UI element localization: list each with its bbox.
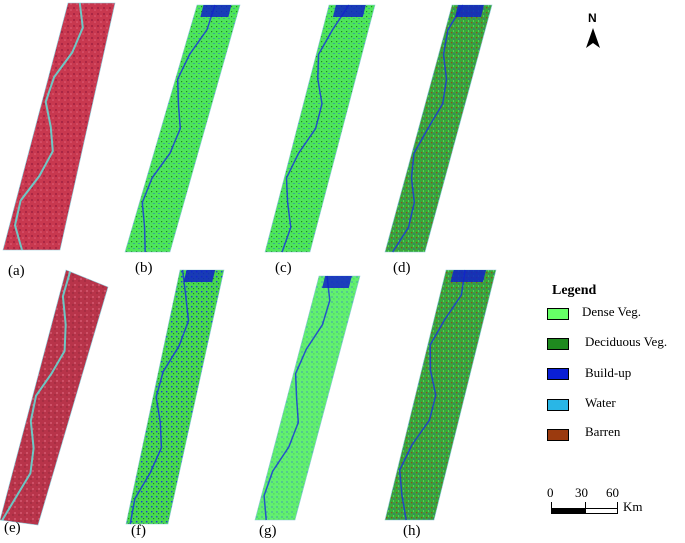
river-line-f bbox=[129, 269, 190, 525]
legend-label-deciduous-veg: Deciduous Veg. bbox=[585, 334, 668, 349]
panel-label-g: (g) bbox=[259, 523, 277, 539]
river-line-c bbox=[281, 4, 350, 253]
scale-bar-end-tick-right bbox=[617, 502, 618, 508]
legend-item-deciduous-veg bbox=[547, 336, 569, 352]
urban-area-d bbox=[455, 5, 484, 17]
panel-label-c: (c) bbox=[275, 260, 292, 276]
river-line-d bbox=[392, 4, 464, 253]
urban-area-g bbox=[322, 276, 352, 288]
scale-unit: Km bbox=[623, 499, 643, 514]
river-line-h bbox=[398, 269, 466, 521]
legend-label-build-up: Build-up bbox=[585, 365, 632, 380]
legend-label-dense-veg: Dense Veg. bbox=[582, 304, 641, 319]
scale-tick-0: 0 bbox=[547, 485, 554, 500]
urban-area-h bbox=[450, 270, 486, 282]
legend-label-barren: Barren bbox=[585, 424, 621, 439]
river-line-a bbox=[13, 2, 84, 251]
urban-area-f bbox=[183, 270, 216, 282]
river-line-g bbox=[263, 275, 331, 521]
scale-bar-white-segment bbox=[585, 508, 618, 514]
legend-label-water: Water bbox=[585, 395, 616, 410]
scale-tick-60: 60 bbox=[606, 485, 619, 500]
map-strip-g bbox=[254, 275, 361, 521]
urban-area-b bbox=[200, 5, 232, 17]
scale-bar-black-segment bbox=[551, 508, 585, 514]
map-strip-b bbox=[124, 4, 241, 253]
river-line-b bbox=[141, 4, 216, 253]
scale-bar: 0 30 60 Km bbox=[547, 485, 685, 525]
map-strip-e bbox=[0, 269, 109, 526]
legend-swatch-barren bbox=[547, 429, 569, 441]
scale-bar-end-tick-mid bbox=[585, 502, 586, 508]
panel-label-d: (d) bbox=[393, 260, 411, 276]
scale-bar-end-tick-left bbox=[551, 502, 552, 508]
panel-label-a: (a) bbox=[8, 263, 25, 279]
panel-label-f: (f) bbox=[131, 523, 146, 539]
legend-title: Legend bbox=[552, 283, 597, 298]
urban-area-c bbox=[332, 5, 366, 17]
legend-item-barren bbox=[547, 427, 569, 443]
north-arrow-icon bbox=[586, 28, 600, 48]
legend-swatch-build-up bbox=[547, 368, 569, 380]
map-strip-d bbox=[384, 4, 493, 253]
map-strip-c bbox=[264, 4, 376, 253]
scale-tick-30: 30 bbox=[575, 485, 588, 500]
panel-label-b: (b) bbox=[135, 260, 153, 276]
panel-label-h: (h) bbox=[403, 523, 421, 539]
map-strip-f bbox=[125, 269, 225, 525]
north-label: N bbox=[588, 11, 597, 25]
map-strip-h bbox=[384, 269, 497, 521]
legend-swatch-dense-veg bbox=[547, 308, 569, 320]
map-strip-a bbox=[2, 2, 116, 251]
legend-swatch-water bbox=[547, 399, 569, 411]
legend-item-build-up bbox=[547, 366, 569, 382]
legend-item-water bbox=[547, 397, 569, 413]
legend-swatch-deciduous-veg bbox=[547, 338, 569, 350]
river-line-e bbox=[1, 271, 72, 521]
panel-label-e: (e) bbox=[4, 520, 21, 536]
legend-item-dense-veg bbox=[547, 306, 569, 322]
